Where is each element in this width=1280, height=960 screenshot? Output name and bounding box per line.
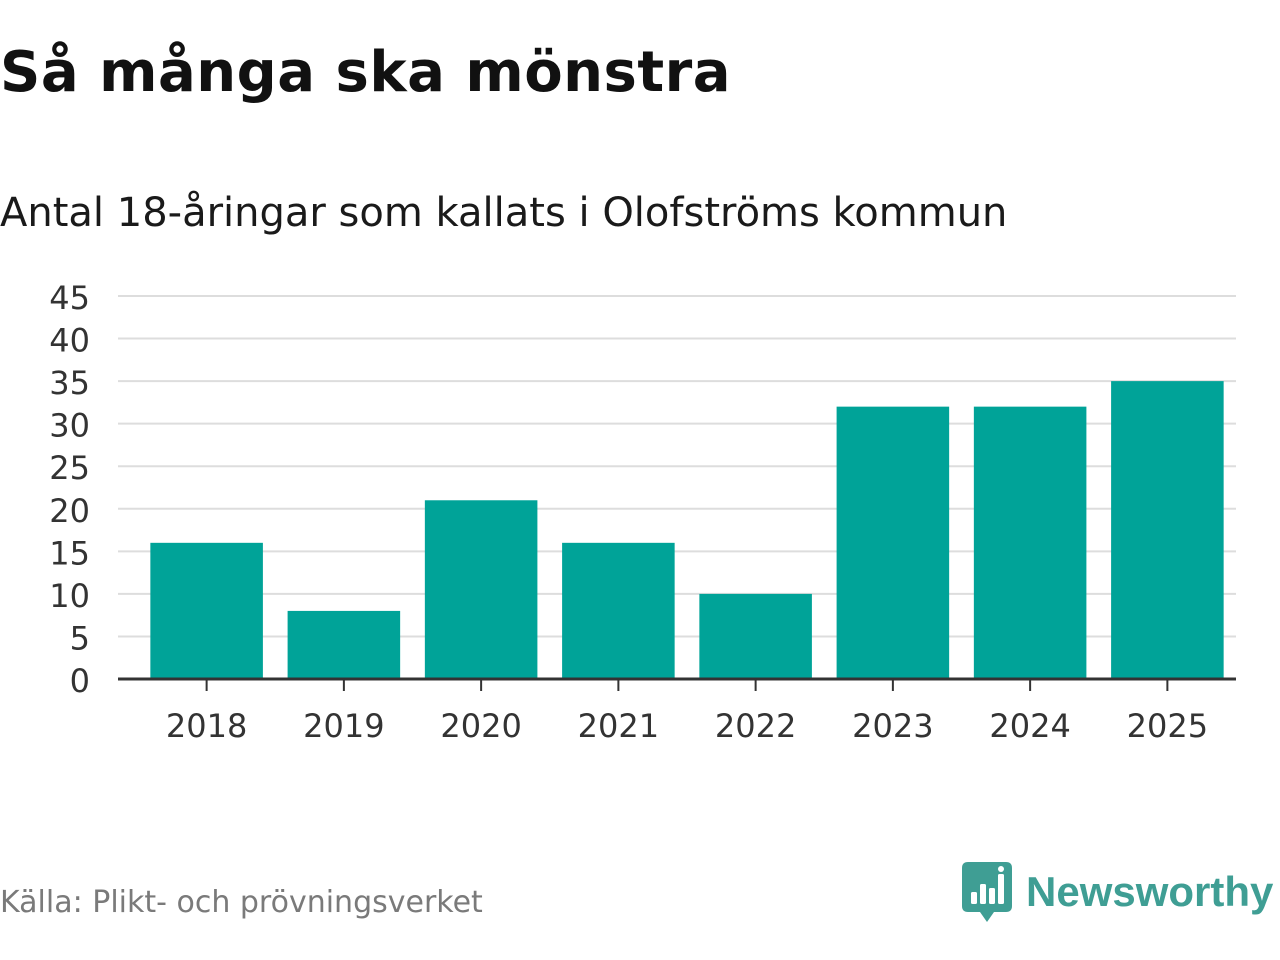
y-tick-label: 5 bbox=[70, 619, 90, 657]
y-tick-label: 30 bbox=[49, 407, 90, 445]
bar-2021 bbox=[562, 542, 675, 679]
x-tick-label: 2018 bbox=[166, 707, 247, 745]
x-tick-label: 2020 bbox=[440, 707, 521, 745]
y-axis-ticks: 0 5 10 15 20 25 30 35 40 45 bbox=[49, 279, 90, 700]
bar-2020 bbox=[424, 500, 538, 679]
bars bbox=[150, 381, 1224, 679]
y-tick-label: 35 bbox=[49, 364, 90, 402]
x-tick-label: 2021 bbox=[578, 707, 659, 745]
x-tick-label: 2025 bbox=[1127, 707, 1208, 745]
x-tick-label: 2019 bbox=[303, 707, 384, 745]
y-tick-label: 15 bbox=[49, 534, 90, 572]
bar-2023 bbox=[836, 406, 950, 679]
x-tick-label: 2023 bbox=[852, 707, 933, 745]
y-tick-label: 10 bbox=[49, 577, 90, 615]
bar-2024 bbox=[973, 406, 1087, 679]
brand-logo: Newsworthy bbox=[962, 862, 1273, 922]
y-tick-label: 45 bbox=[49, 279, 90, 317]
gridlines bbox=[118, 295, 1236, 638]
bar-2019 bbox=[287, 610, 401, 679]
y-tick-label: 0 bbox=[70, 662, 90, 700]
y-tick-label: 40 bbox=[49, 322, 90, 360]
x-axis-ticks: 2018 2019 2020 2021 2022 2023 2024 2025 bbox=[166, 679, 1208, 745]
chart-subtitle: Antal 18-åringar som kallats i Olofström… bbox=[0, 190, 1008, 236]
y-tick-label: 20 bbox=[49, 492, 90, 530]
newsworthy-logo-icon bbox=[962, 862, 1012, 922]
bar-2018 bbox=[150, 542, 263, 679]
x-tick-label: 2024 bbox=[989, 707, 1070, 745]
brand-name: Newsworthy bbox=[1026, 868, 1274, 915]
bar-2025 bbox=[1111, 381, 1224, 679]
chart-title: Så många ska mönstra bbox=[0, 40, 732, 105]
y-tick-label: 25 bbox=[49, 449, 90, 487]
bar-2022 bbox=[699, 593, 812, 679]
x-tick-label: 2022 bbox=[715, 707, 796, 745]
source-note: Källa: Plikt- och prövningsverket bbox=[0, 885, 483, 920]
